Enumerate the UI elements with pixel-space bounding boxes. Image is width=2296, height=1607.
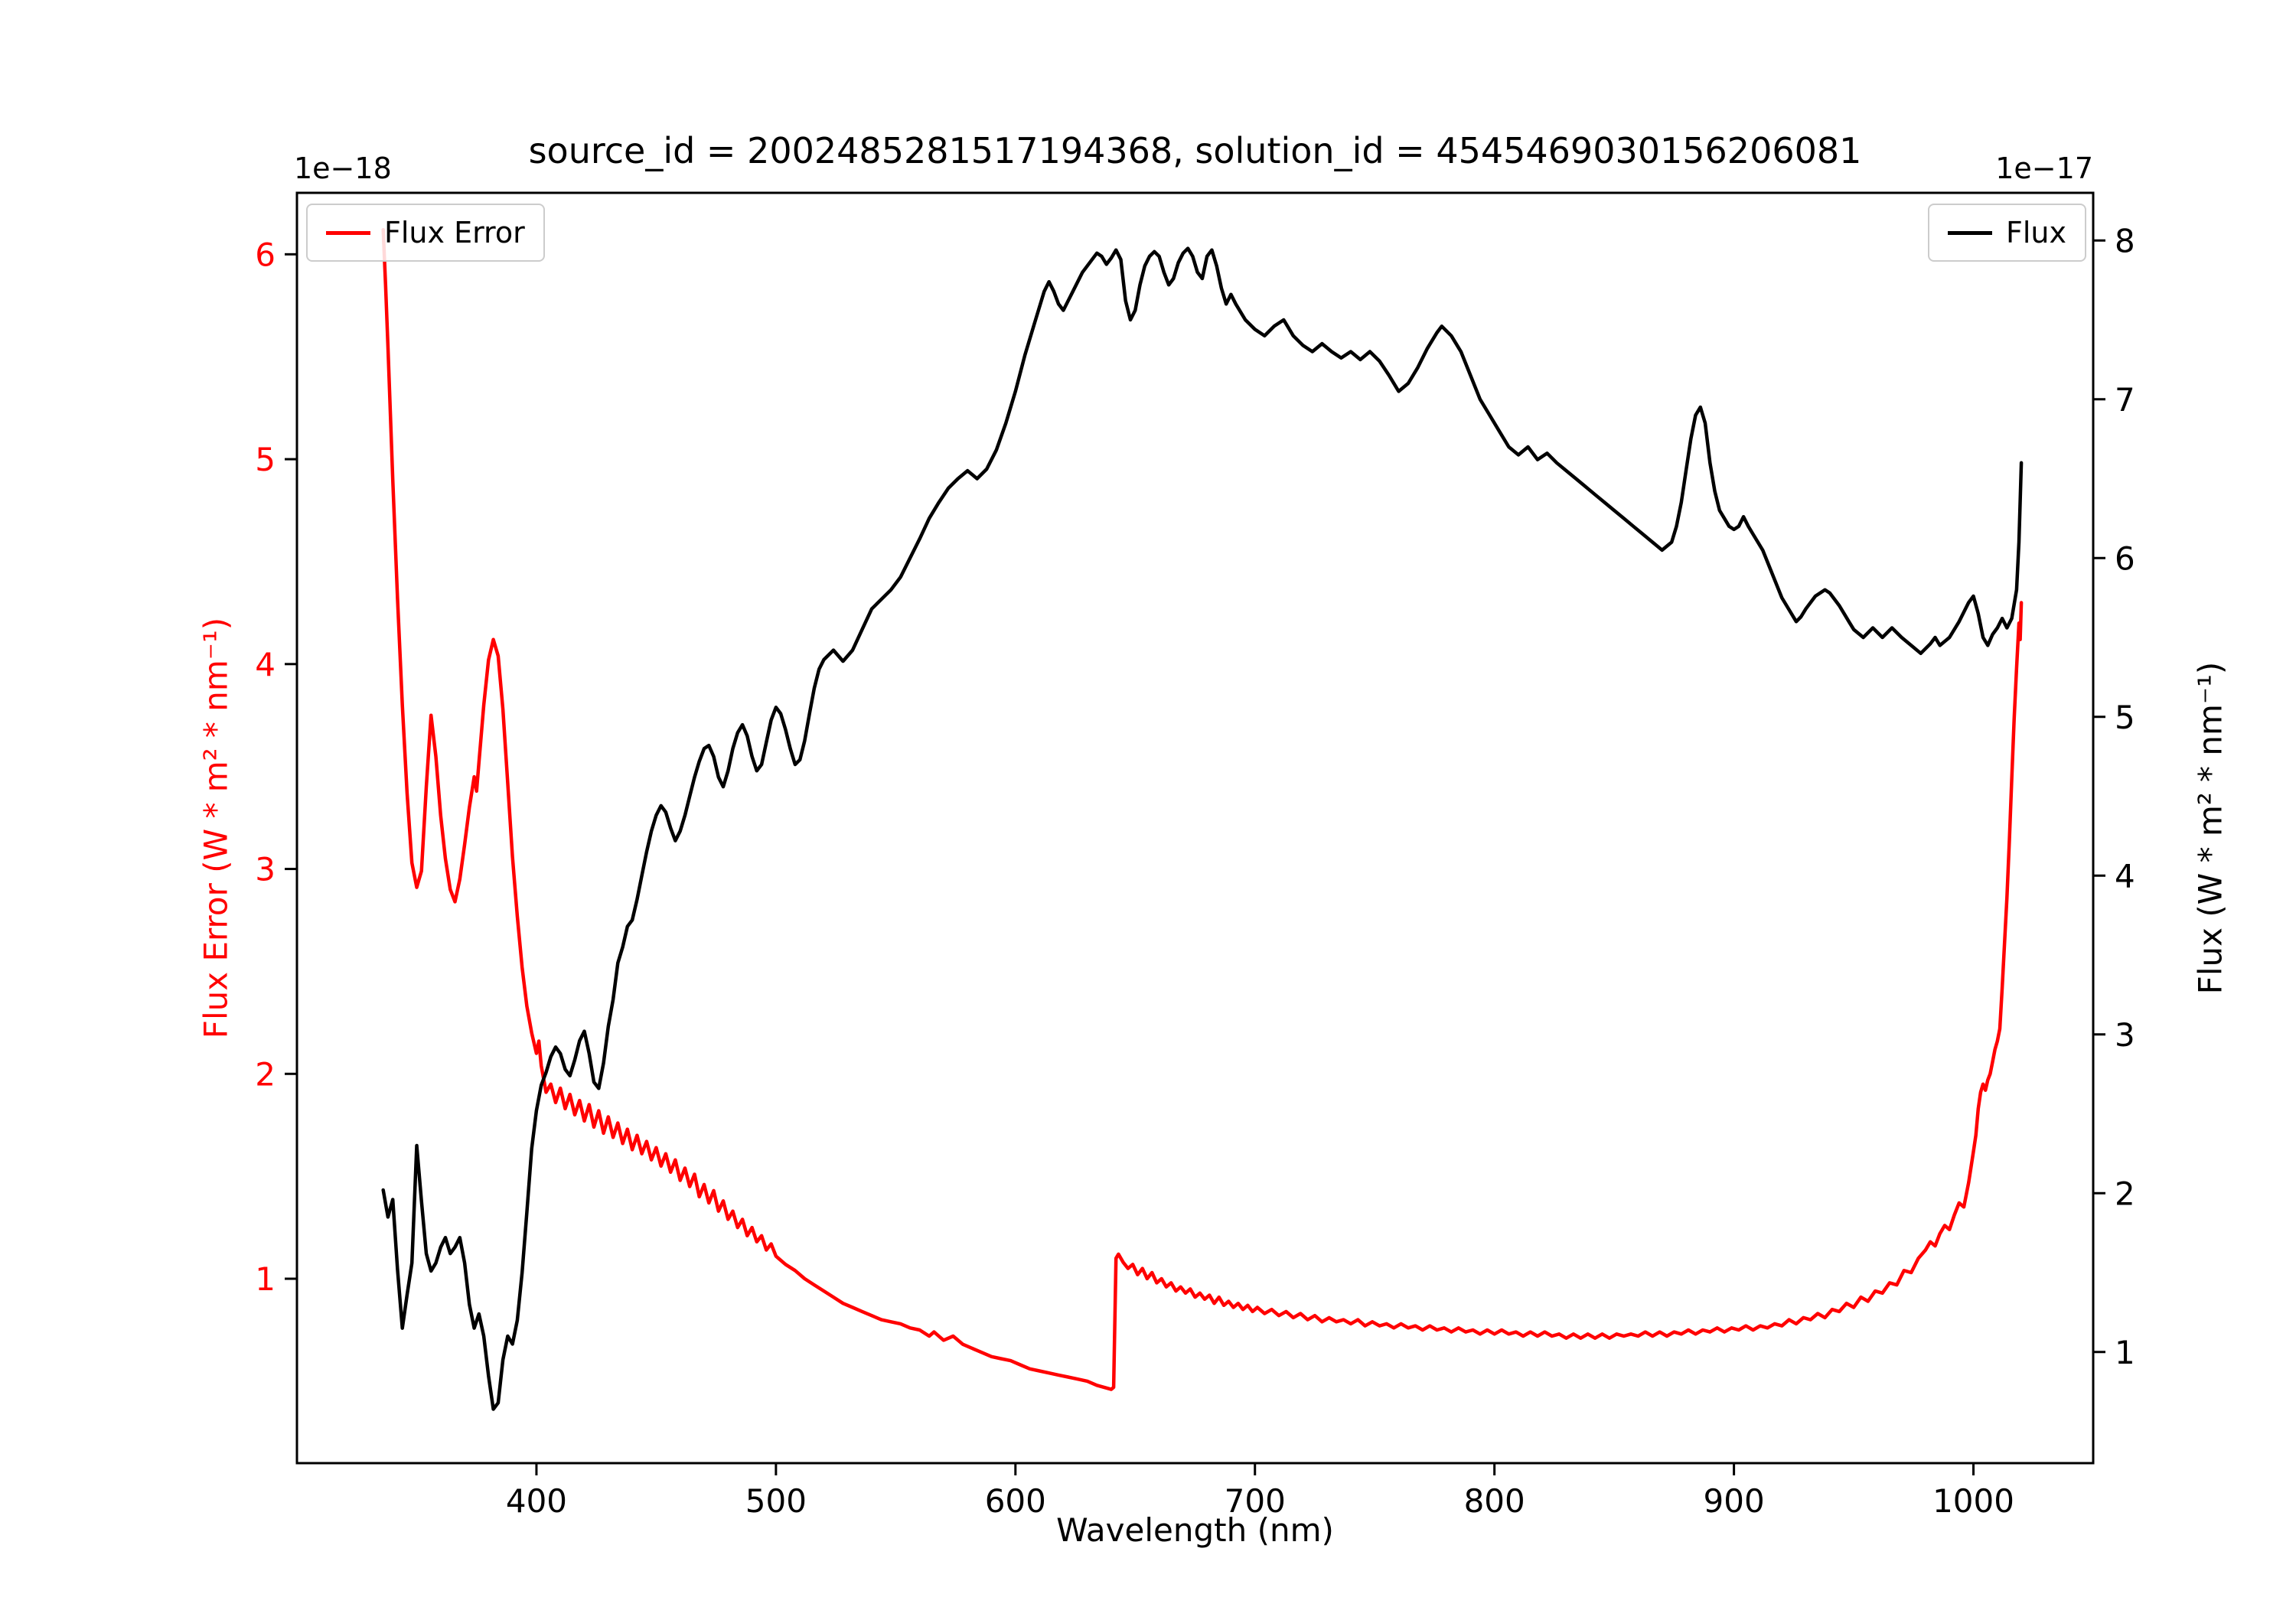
right-y-tick-label: 4 (2115, 857, 2135, 895)
left-y-axis-label: Flux Error (W * m² * nm⁻¹) (197, 617, 235, 1039)
x-tick-label: 400 (506, 1482, 567, 1520)
flux-error-legend-line-icon (326, 230, 370, 235)
right-axis-offset-text: 1e−17 (1995, 152, 2093, 185)
flux-error-line (381, 227, 2024, 1391)
flux-line (381, 246, 2024, 1411)
x-tick-label: 500 (745, 1482, 807, 1520)
left-y-tick-label: 2 (255, 1055, 276, 1093)
legend-flux-label: Flux (2006, 216, 2066, 249)
x-tick-label: 600 (985, 1482, 1046, 1520)
left-y-tick-label: 6 (255, 236, 276, 273)
x-tick-label: 700 (1225, 1482, 1286, 1520)
right-y-tick-label: 2 (2115, 1175, 2135, 1212)
right-y-tick-label: 6 (2115, 539, 2135, 577)
left-axis-offset-text: 1e−18 (294, 152, 392, 185)
x-tick-label: 900 (1704, 1482, 1765, 1520)
legend-flux: Flux (1928, 204, 2086, 262)
plot-frame (295, 191, 2095, 1465)
right-y-axis-label: Flux (W * m² * nm⁻¹) (2191, 661, 2229, 995)
chart-title: source_id = 2002485281517194368, solutio… (528, 130, 1862, 171)
x-tick-label: 800 (1464, 1482, 1525, 1520)
right-y-tick-label: 3 (2115, 1016, 2135, 1054)
right-y-tick-label: 5 (2115, 699, 2135, 736)
right-y-tick-label: 7 (2115, 381, 2135, 419)
left-y-tick-label: 1 (255, 1260, 276, 1298)
right-y-tick-label: 8 (2115, 222, 2135, 259)
x-tick-label: 1000 (1932, 1482, 2014, 1520)
left-y-tick-label: 5 (255, 441, 276, 478)
left-y-tick-label: 4 (255, 646, 276, 683)
legend-flux-error: Flux Error (306, 204, 545, 262)
right-y-tick-label: 1 (2115, 1334, 2135, 1371)
legend-flux-error-label: Flux Error (384, 216, 525, 249)
left-y-tick-label: 3 (255, 851, 276, 888)
x-axis-label: Wavelength (nm) (1056, 1511, 1334, 1549)
flux-legend-line-icon (1948, 230, 1992, 235)
